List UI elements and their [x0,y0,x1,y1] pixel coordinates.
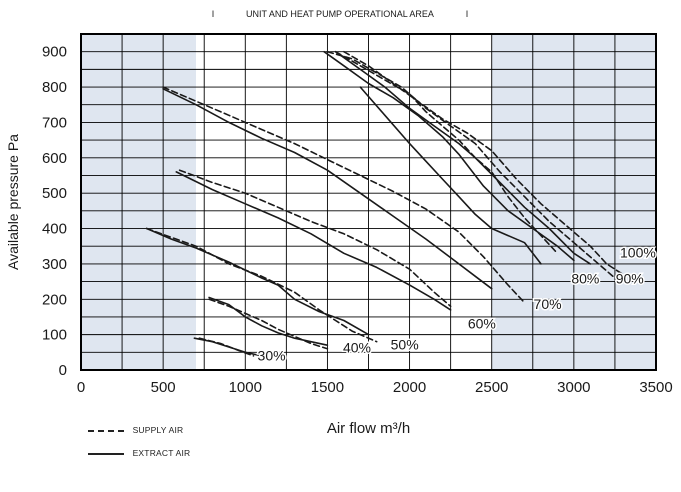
x-tick-label: 2000 [393,379,426,396]
legend-extract-swatch [88,452,124,455]
speed-label: 60% [468,315,496,331]
curve-extract-60pct [175,171,452,311]
chart-title: UNIT AND HEAT PUMP OPERATIONAL AREA [246,9,434,19]
curve-extract-40pct [208,296,329,346]
shaded-region-0 [81,34,196,370]
curve-extract-50pct [145,227,370,336]
speed-label: 100% [620,245,656,261]
x-tick-label: 3500 [639,379,672,396]
y-tick-label: 800 [42,79,67,96]
y-tick-label: 600 [42,150,67,167]
legend-extract: EXTRACT AIR [88,448,190,458]
y-tick-label: 300 [42,256,67,273]
legend-extract-label: EXTRACT AIR [132,448,191,458]
speed-label: 40% [343,339,371,355]
x-tick-label: 500 [151,379,176,396]
curve-supply-60pct [178,169,452,308]
curve-extract-80pct [359,86,542,265]
legend-supply: SUPPLY AIR [88,425,183,435]
y-tick-label: 100 [42,327,67,344]
curve-extract-30pct [193,337,263,357]
y-tick-label: 400 [42,221,67,238]
speed-label: 50% [391,336,419,352]
y-axis-title: Available pressure Pa [5,134,21,270]
x-tick-label: 1000 [229,379,262,396]
speed-label: 30% [258,347,286,363]
y-tick-label: 700 [42,114,67,131]
y-tick-label: 900 [42,44,67,61]
y-tick-label: 500 [42,185,67,202]
speed-label: 70% [534,296,562,312]
curve-supply-90pct [326,50,616,279]
title-marker-right: I [466,9,469,19]
legend-supply-label: SUPPLY AIR [132,425,184,435]
x-tick-label: 1500 [311,379,344,396]
title-marker-left: I [212,9,215,19]
y-tick-label: 200 [42,291,67,308]
x-tick-label: 0 [77,379,85,396]
curve-supply-70pct [162,86,526,304]
curve-extract-90pct [323,50,575,262]
y-tick-label: 0 [59,362,67,379]
x-tick-label: 2500 [475,379,508,396]
plot-frame [80,33,657,371]
curve-supply-80pct [334,50,559,255]
legend-supply-swatch [88,429,124,432]
x-axis-title: Air flow m³/h [327,420,410,437]
curve-extract-70pct [162,88,493,290]
speed-label: 80% [571,270,599,286]
curve-extract-100pct [334,50,592,265]
x-tick-label: 3000 [557,379,590,396]
speed-label: 90% [616,270,644,286]
curve-supply-100pct [343,50,624,276]
